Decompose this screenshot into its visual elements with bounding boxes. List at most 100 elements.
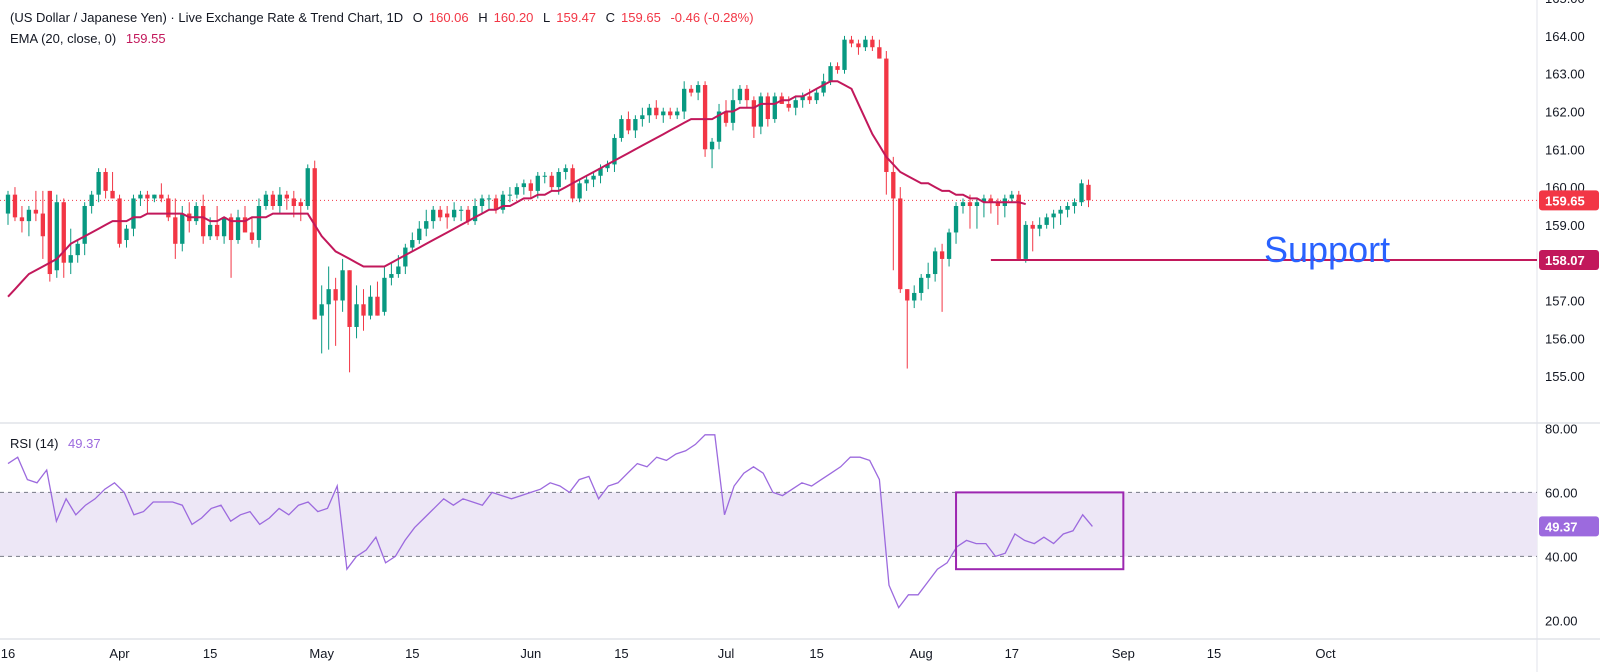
candle-down [375, 281, 380, 316]
candle-body [263, 194, 269, 206]
candle-body [96, 171, 101, 195]
candle-down [228, 213, 234, 278]
time-tick-label: Oct [1315, 646, 1336, 661]
rsi-tick-label: 60.00 [1545, 485, 1578, 500]
candle-up [1079, 179, 1084, 206]
candle-up [82, 202, 87, 256]
candle-up [981, 194, 987, 218]
candle-body [939, 251, 945, 259]
candle-down [61, 198, 66, 278]
candle-down [807, 88, 812, 104]
candle-body [688, 88, 694, 93]
candle-body [598, 168, 603, 176]
candle-body [974, 202, 980, 206]
candle-body [54, 202, 59, 271]
time-tick-label: May [309, 646, 334, 661]
candle-body [201, 206, 206, 237]
candle-down [786, 96, 791, 112]
candle-body [284, 194, 289, 199]
candle-body [333, 289, 338, 301]
candle-down [877, 39, 882, 59]
candle-down [723, 100, 729, 127]
candle-down [12, 187, 18, 222]
candle-up [758, 92, 764, 135]
candle-body [110, 190, 115, 199]
candle-body [75, 243, 80, 256]
candle-up [563, 164, 568, 180]
candle-down [905, 289, 910, 369]
candle-up [584, 175, 589, 191]
candle-up [521, 179, 527, 195]
candle-body [758, 96, 764, 127]
candle-body [981, 198, 987, 203]
candle-body [486, 198, 492, 200]
candle-body [256, 206, 262, 241]
candle-up [793, 96, 798, 116]
candle-down [988, 194, 994, 214]
candle-body [737, 88, 743, 101]
candle-body [584, 179, 589, 184]
candle-down [312, 160, 317, 320]
candle-body [1044, 217, 1049, 225]
candle-body [919, 277, 924, 293]
candle-body [361, 304, 366, 316]
candle-body [556, 171, 561, 188]
candle-body [1030, 224, 1035, 229]
close-value: 159.65 [621, 10, 661, 25]
candle-body [1037, 224, 1042, 229]
candle-body [946, 232, 952, 259]
candle-down [33, 190, 39, 222]
candle-body [612, 137, 617, 165]
candle-up [675, 107, 680, 120]
candle-up [1044, 213, 1049, 229]
time-tick-label: Apr [109, 646, 130, 661]
candle-up [479, 194, 485, 214]
candle-body [166, 198, 171, 218]
close-price-badge-bg [1539, 190, 1599, 211]
candle-down [159, 183, 164, 203]
candle-body [298, 202, 303, 206]
candle-up [138, 190, 143, 206]
candle-up [75, 240, 80, 263]
price-tick-label: 164.00 [1545, 29, 1585, 44]
candle-down [1086, 179, 1091, 208]
candle-body [194, 206, 199, 222]
rsi-band [0, 492, 1537, 557]
candle-down [214, 206, 220, 241]
candle-up [152, 194, 157, 203]
candle-body [507, 194, 513, 196]
candle-body [640, 115, 645, 120]
candle-body [925, 274, 931, 278]
candle-body [695, 85, 701, 93]
candle-body [542, 175, 547, 177]
candle-body [682, 88, 687, 112]
candle-body [591, 175, 596, 180]
candle-body [647, 107, 652, 116]
candle-body [626, 119, 631, 131]
candle-body [765, 96, 770, 120]
time-tick-label: 16 [1, 646, 15, 661]
time-tick-label: Jun [520, 646, 541, 661]
candle-body [884, 58, 889, 172]
candle-down [333, 277, 338, 346]
candle-body [173, 217, 178, 244]
price-tick-label: 162.00 [1545, 105, 1585, 120]
candle-up [912, 285, 917, 309]
candle-body [967, 202, 973, 206]
candle-up [424, 209, 429, 237]
candle-body [235, 217, 241, 241]
candle-body [103, 171, 108, 191]
candle-up [577, 179, 582, 203]
candle-body [152, 194, 157, 199]
candle-down [891, 156, 896, 271]
candle-down [103, 168, 108, 199]
open-value: 160.06 [428, 10, 469, 25]
candle-down [856, 39, 861, 55]
low-label: L [543, 10, 551, 25]
candle-body [291, 198, 296, 206]
candle-up [542, 171, 547, 184]
rsi-value: 49.37 [68, 436, 101, 451]
candle-body [493, 198, 499, 210]
candle-up [1023, 221, 1028, 263]
